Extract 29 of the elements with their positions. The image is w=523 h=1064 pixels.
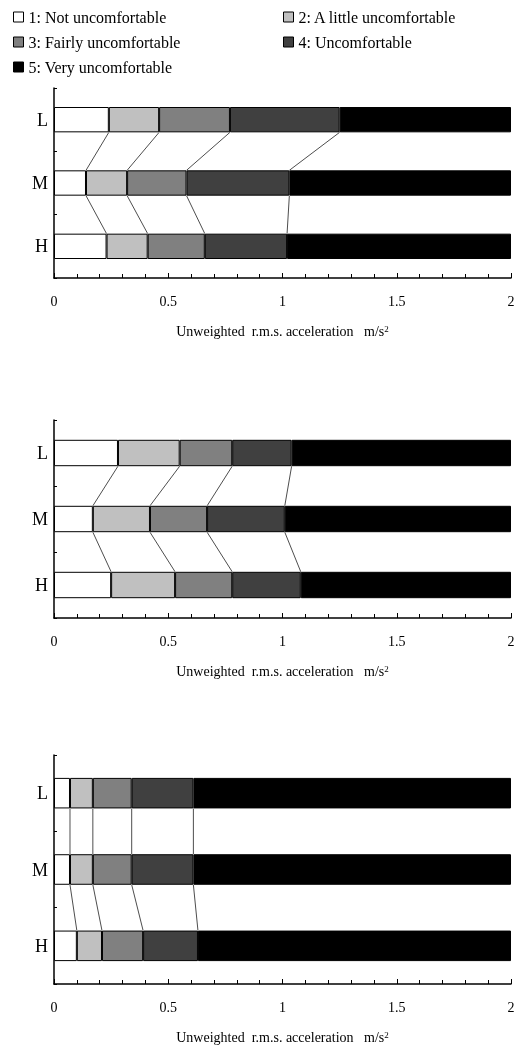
y-tick-label: H — [35, 935, 48, 956]
x-tick-label: 1.5 — [388, 293, 406, 309]
y-tick-label: M — [31, 859, 48, 880]
legend-label: 4: Uncomfortable — [298, 33, 412, 51]
x-tick-label: 0.5 — [159, 999, 177, 1015]
x-tick-label: 1.5 — [388, 633, 406, 649]
x-tick-label: 0.5 — [159, 633, 177, 649]
y-tick-label: M — [31, 509, 48, 529]
y-tick-label: M — [31, 173, 48, 193]
x-tick-label: 2 — [507, 633, 515, 649]
legend-label: 5: Very uncomfortable — [28, 58, 173, 77]
y-tick-label: H — [35, 575, 48, 595]
y-tick-label: L — [37, 109, 48, 130]
x-tick-label: 1 — [279, 999, 286, 1015]
legend-label: 3: Fairly uncomfortable — [28, 33, 181, 52]
x-tick-label: 0 — [50, 293, 58, 309]
x-tick-label: 1.5 — [388, 999, 406, 1015]
x-tick-label: 0 — [50, 633, 58, 649]
legend-label: 1: Not uncomfortable — [28, 8, 167, 26]
x-tick-label: 0.5 — [159, 293, 177, 309]
x-tick-label: 0 — [50, 999, 58, 1015]
x-tick-label: 1 — [279, 293, 286, 309]
x-tick-label: 2 — [507, 293, 515, 309]
y-tick-label: L — [37, 783, 48, 804]
y-tick-label: H — [35, 236, 48, 257]
x-tick-label: 2 — [507, 999, 515, 1015]
x-tick-label: 1 — [279, 633, 286, 649]
legend-label: 2: A little uncomfortable — [298, 8, 456, 26]
y-tick-label: L — [37, 443, 48, 463]
